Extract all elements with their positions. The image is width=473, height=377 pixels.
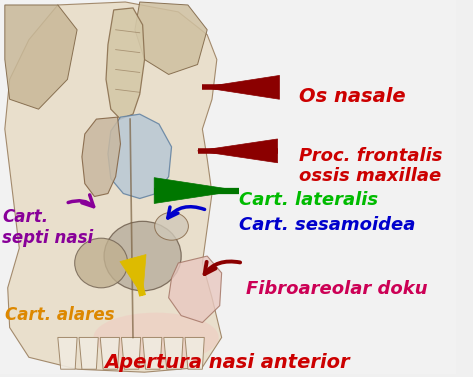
Polygon shape [122,337,140,369]
Polygon shape [120,254,146,296]
Text: Proc. frontalis: Proc. frontalis [299,147,442,165]
Polygon shape [5,2,222,372]
Text: Fibroareolar doku: Fibroareolar doku [246,280,428,298]
Polygon shape [143,337,162,369]
Polygon shape [100,337,120,369]
Polygon shape [82,117,121,196]
Polygon shape [164,337,183,369]
Polygon shape [106,8,145,119]
Ellipse shape [75,238,128,288]
Text: Os nasale: Os nasale [299,87,405,106]
Ellipse shape [104,221,181,291]
Text: Cart. lateralis: Cart. lateralis [239,190,378,208]
Polygon shape [154,178,239,204]
Polygon shape [198,139,278,163]
Polygon shape [202,75,280,99]
Polygon shape [79,337,98,369]
Text: Apertura nasi anterior: Apertura nasi anterior [105,353,350,372]
Polygon shape [108,114,172,199]
Polygon shape [185,337,204,369]
Polygon shape [135,2,207,74]
Ellipse shape [155,212,188,240]
Text: Cart. sesamoidea: Cart. sesamoidea [239,216,415,234]
Ellipse shape [94,313,219,362]
Polygon shape [169,256,222,323]
Text: ossis maxillae: ossis maxillae [299,167,441,185]
Text: Cart. alares: Cart. alares [5,306,114,324]
Text: Cart.
septi nasi: Cart. septi nasi [2,208,93,247]
Polygon shape [58,337,77,369]
Polygon shape [5,5,77,109]
